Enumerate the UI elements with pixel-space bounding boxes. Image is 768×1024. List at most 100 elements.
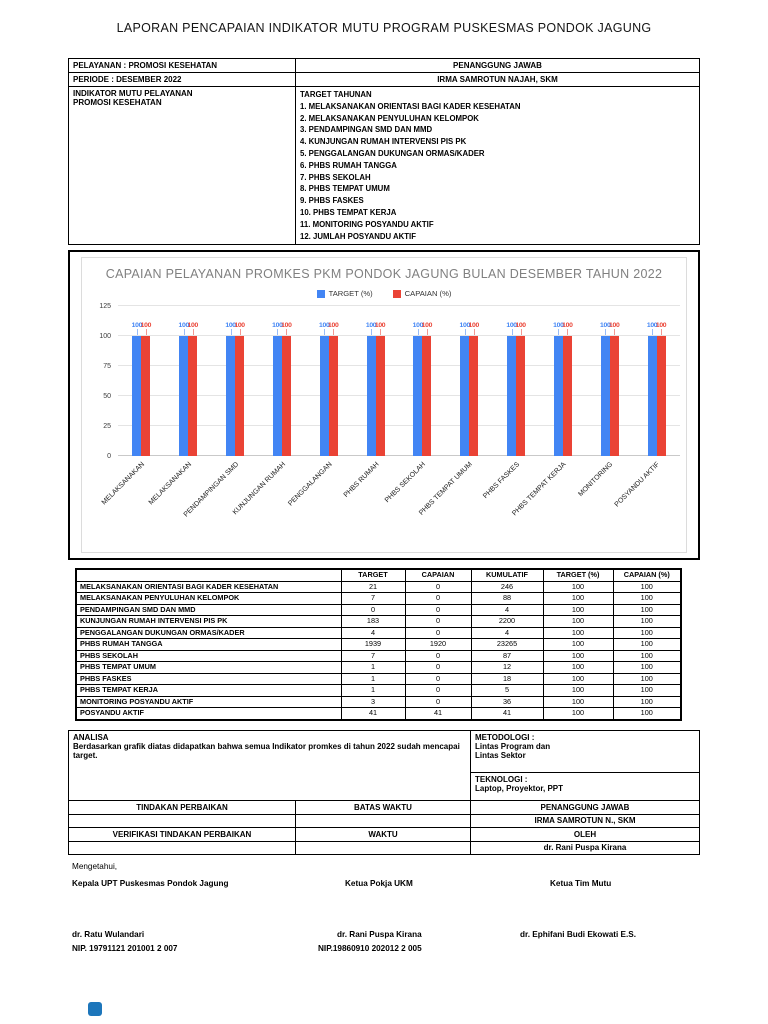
target-bar: 100: [366, 322, 377, 456]
target-bar: 100: [506, 322, 517, 456]
header-table: PELAYANAN : PROMOSI KESEHATAN PENANGGUNG…: [68, 58, 700, 246]
indicator-value-cell: 100: [612, 695, 682, 708]
indicator-value-cell: 7: [340, 649, 406, 662]
x-axis-labels: MELAKSANAKAN MELAKSANAKAN PENDAMPINGAN SMD…: [101, 456, 680, 550]
label-stem: [145, 329, 147, 335]
verification-header-row: VERIFIKASI TINDAKAN PERBAIKAN WAKTU OLEH: [68, 827, 700, 842]
waktu-value: [295, 840, 471, 855]
oleh-value: dr. Rani Puspa Kirana: [470, 840, 700, 855]
page-title: LAPORAN PENCAPAIAN INDIKATOR MUTU PROGRA…: [116, 21, 652, 35]
label-stem: [464, 329, 466, 335]
capaian-bar: 100: [656, 322, 667, 456]
plot-area: 100 100 100 100 100 100 100 100 100 100 100 100 100 1…: [118, 305, 680, 456]
indicator-value-cell: 100: [542, 592, 614, 605]
indicator-value-cell: 0: [404, 603, 472, 616]
label-stem: [426, 329, 428, 335]
label-stem: [614, 329, 616, 335]
capaian-bar: 100: [188, 322, 198, 456]
action-value-row: IRMA SAMROTUN N., SKM: [68, 813, 700, 828]
indicator-value-cell: 100: [612, 603, 682, 616]
capaian-bar: 100: [234, 322, 245, 456]
gridline: [118, 425, 680, 426]
indicator-value-cell: 100: [612, 638, 682, 651]
indicator-value-cell: 12: [470, 661, 544, 674]
label-stem: [567, 329, 569, 335]
indicator-name-cell: PENDAMPINGAN SMD DAN MMD: [75, 603, 342, 616]
bar-value-label: 100: [281, 322, 292, 329]
indicator-value-cell: 100: [542, 695, 614, 708]
analisa-cell: ANALISA Berdasarkan grafik diatas didapa…: [68, 730, 471, 801]
label-stem: [473, 329, 475, 335]
y-tick-label: 100: [99, 333, 111, 340]
indicator-value-cell: 183: [340, 615, 406, 628]
verifikasi-header: VERIFIKASI TINDAKAN PERBAIKAN: [68, 827, 296, 842]
verifikasi-value: [68, 840, 296, 855]
target-bar: 100: [225, 322, 236, 456]
indicator-row: MELAKSANAKAN PENYULUHAN KELOMPOK 7 0 88 100 1…: [75, 592, 682, 605]
corner-logo-icon: [88, 1002, 102, 1016]
gridline: [118, 365, 680, 366]
indicator-name-cell: POSYANDU AKTIF: [75, 707, 342, 720]
label-stem: [277, 329, 279, 335]
bar-value-label: 100: [178, 322, 190, 329]
x-tick-label: PHBS FASKES: [481, 461, 522, 501]
capaian-bar: 100: [609, 322, 620, 456]
signatory-nip-1: NIP. 19791121 201001 2 007: [72, 944, 178, 953]
target-item: 11. MONITORING POSYANDU AKTIF: [300, 219, 434, 229]
x-tick-label: MELAKSANAKAN: [147, 461, 194, 507]
indicator-row: MELAKSANAKAN ORIENTASI BAGI KADER KESEHA…: [75, 580, 682, 593]
target-tahunan-label: TARGET TAHUNAN: [300, 90, 372, 99]
label-stem: [558, 329, 560, 335]
target-item: 12. JUMLAH POSYANDU AKTIF: [300, 231, 416, 241]
oleh-header: OLEH: [470, 827, 700, 842]
indicator-name-cell: PHBS TEMPAT UMUM: [75, 661, 342, 674]
legend-item-capaian: CAPAIAN (%): [392, 289, 451, 298]
bar-value-label: 100: [365, 322, 377, 329]
indicator-value-cell: 4: [470, 603, 544, 616]
pelayanan-cell: PELAYANAN : PROMOSI KESEHATAN: [68, 58, 296, 73]
action-table: TINDAKAN PERBAIKAN BATAS WAKTU PENANGGUN…: [68, 800, 700, 855]
bar-value-label: 100: [515, 322, 526, 329]
bar-group: 100 100: [259, 306, 306, 456]
indicator-name-cell: MELAKSANAKAN PENYULUHAN KELOMPOK: [75, 592, 342, 605]
indicator-value-cell: 87: [470, 649, 544, 662]
bar-value-label: 100: [553, 322, 564, 329]
teknologi-value: Laptop, Proyektor, PPT: [475, 784, 564, 793]
label-stem: [183, 329, 185, 335]
target-bar: 100: [132, 322, 142, 456]
indicator-value-cell: 100: [612, 684, 682, 697]
target-bar: 100: [600, 322, 611, 456]
teknologi-label: TEKNOLOGI :: [475, 775, 528, 784]
indikator-row: INDIKATOR MUTU PELAYANAN PROMOSI KESEHAT…: [68, 85, 700, 246]
capaian-bar: 100: [422, 322, 432, 456]
label-stem: [192, 329, 194, 335]
indicator-value-cell: 1: [340, 661, 406, 674]
indicator-value-cell: 1920: [404, 638, 472, 651]
bar-chart: CAPAIAN PELAYANAN PROMKES PKM PONDOK JAG…: [81, 257, 687, 553]
bar-value-label: 100: [131, 322, 143, 329]
indicator-value-cell: 100: [542, 684, 614, 697]
capaian-bar: 100: [469, 322, 479, 456]
bar-value-label: 100: [646, 322, 658, 329]
capaian-bar: 100: [328, 322, 339, 456]
gridline: [118, 305, 680, 306]
indikator-mutu-cell: INDIKATOR MUTU PELAYANAN PROMOSI KESEHAT…: [68, 85, 296, 246]
indicator-value-cell: 100: [612, 592, 682, 605]
target-item: 9. PHBS FASKES: [300, 196, 364, 206]
target-bar: 100: [319, 322, 330, 456]
penanggung-jawab-value: IRMA SAMROTUN N., SKM: [470, 813, 700, 828]
capaian-bar: 100: [562, 322, 573, 456]
indicator-value-cell: 18: [470, 672, 544, 685]
x-axis: MELAKSANAKAN MELAKSANAKAN PENDAMPINGAN SMD…: [88, 456, 680, 550]
target-bar: 100: [647, 322, 658, 456]
indicator-value-cell: 0: [404, 649, 472, 662]
target-bar: 100: [413, 322, 423, 456]
target-bar: 100: [272, 322, 283, 456]
indicator-value-cell: 100: [542, 672, 614, 685]
bar-group: 100 100: [305, 306, 352, 456]
pelayanan-label: PELAYANAN :: [73, 61, 127, 70]
action-header-row: TINDAKAN PERBAIKAN BATAS WAKTU PENANGGUN…: [68, 800, 700, 815]
label-stem: [136, 329, 138, 335]
label-stem: [417, 329, 419, 335]
target-bar: 100: [460, 322, 470, 456]
